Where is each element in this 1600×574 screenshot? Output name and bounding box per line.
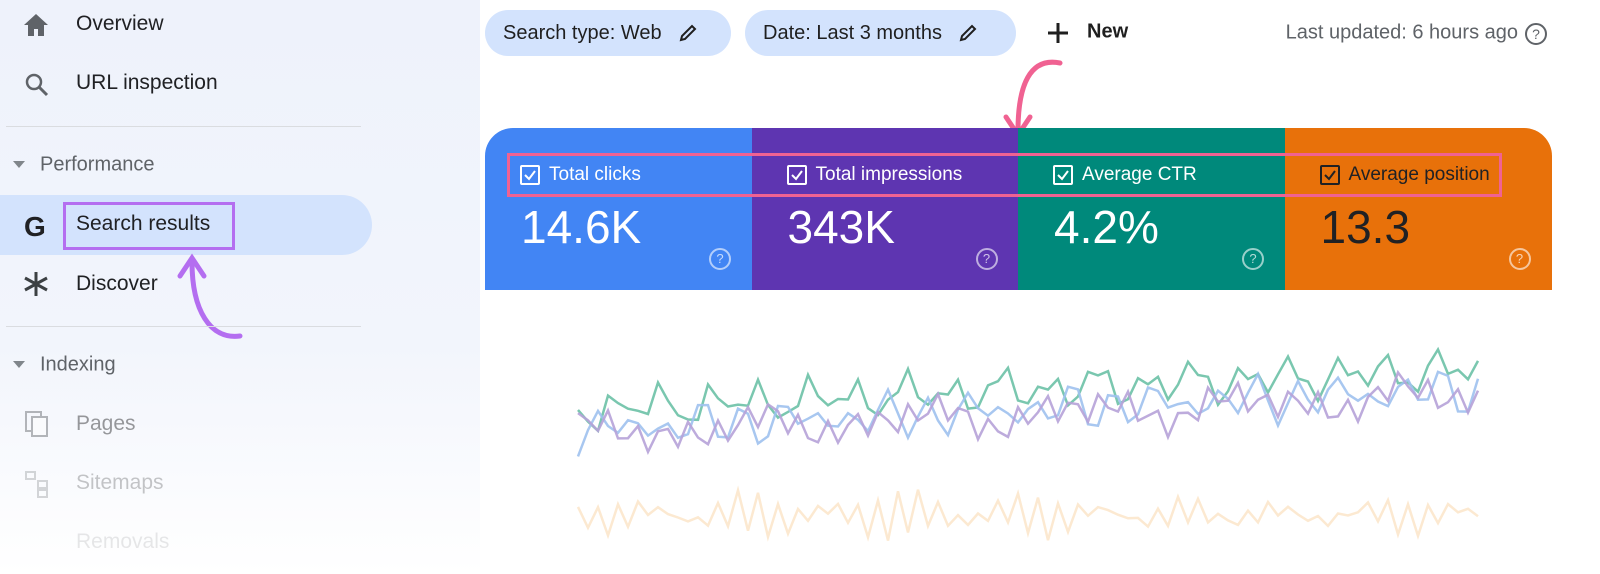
new-button[interactable]: New [1087, 20, 1129, 43]
metric-value: 343K [787, 201, 895, 253]
google-icon: G [24, 211, 46, 240]
checkbox[interactable] [520, 165, 540, 185]
metric-value: 14.6K [521, 201, 642, 253]
help-icon[interactable]: ? [1508, 248, 1531, 270]
check [790, 170, 803, 181]
nav-item[interactable]: Removals [76, 530, 170, 553]
section-label[interactable]: Indexing [40, 353, 116, 376]
divider [6, 326, 361, 327]
home-icon [24, 14, 48, 36]
nav-item[interactable]: Discover [76, 272, 158, 295]
chart [576, 346, 1480, 542]
svg-text:?: ? [1532, 26, 1540, 42]
caret [13, 161, 25, 168]
caret [13, 361, 25, 368]
sidebar [0, 0, 480, 574]
discover-icon [24, 272, 48, 296]
edit-icon [959, 24, 977, 42]
metric-label: Total impressions [815, 164, 963, 185]
help-icon[interactable]: ? [1242, 248, 1264, 270]
sitemaps-icon [25, 471, 48, 498]
metric-label: Total clicks [549, 164, 641, 185]
trend-line [576, 485, 1479, 542]
edit-icon [679, 24, 697, 42]
divider [6, 126, 361, 127]
trend-line [576, 370, 1480, 457]
filter-chip[interactable]: Date: Last 3 months [745, 10, 1016, 56]
trend-line [577, 369, 1480, 456]
highlight-box [63, 202, 235, 250]
chip-label: Search type: Web [503, 21, 662, 44]
metric-value: 13.3 [1320, 201, 1411, 253]
plus-icon [1048, 23, 1068, 43]
svg-text:G: G [24, 211, 46, 240]
nav-item[interactable]: Overview [76, 12, 164, 35]
purple-arrow [177, 253, 243, 339]
nav-item[interactable]: URL inspection [76, 71, 218, 94]
metric-label: Average CTR [1082, 164, 1197, 185]
nav-item[interactable]: Pages [76, 412, 136, 435]
chip-label: Date: Last 3 months [763, 21, 942, 44]
section-label[interactable]: Performance [40, 153, 155, 176]
check [1057, 170, 1069, 181]
check [524, 170, 536, 181]
help-icon[interactable]: ? [975, 248, 998, 270]
nav-item[interactable]: Sitemaps [76, 471, 164, 494]
metric-value: 4.2% [1054, 201, 1159, 253]
last-updated: Last updated: 6 hours ago [1285, 21, 1518, 44]
search-icon [25, 73, 49, 97]
checkbox[interactable] [1319, 165, 1340, 185]
active-item[interactable] [0, 195, 372, 255]
filter-chip[interactable]: Search type: Web [485, 10, 731, 56]
help-icon[interactable]: ? [1524, 22, 1548, 46]
checkbox[interactable] [786, 165, 807, 185]
nav-item[interactable]: Search results [76, 212, 211, 235]
trend-line [577, 346, 1480, 434]
highlight-box [507, 153, 1502, 197]
metric-label: Average position [1348, 164, 1490, 185]
pages-icon [25, 411, 48, 437]
help-icon[interactable]: ? [709, 248, 731, 270]
checkbox[interactable] [1053, 165, 1073, 185]
check [1323, 170, 1336, 181]
